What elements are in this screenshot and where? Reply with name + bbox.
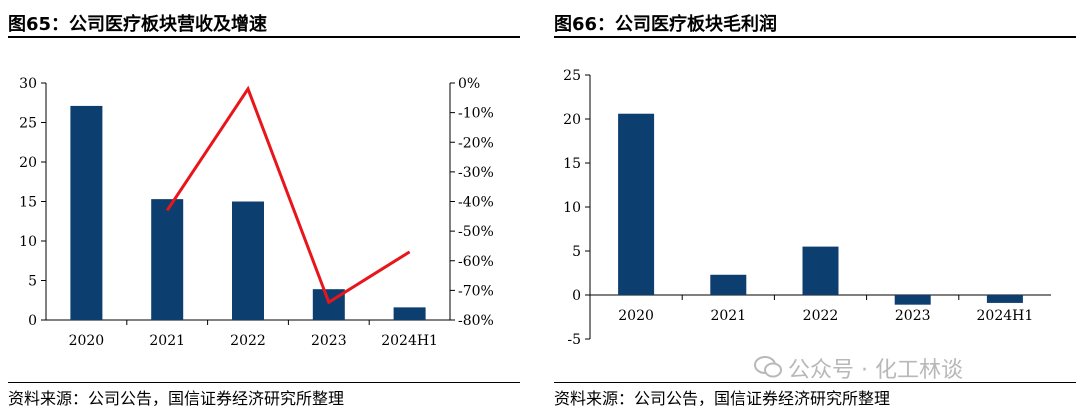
revenue-growth-chart: 0 5 10 15 20 25 30 -80% -70% -60% -50% -40% -30% -20%… (19, 76, 494, 349)
y2-tick-label: 0% (458, 76, 480, 92)
y-tick-label: 25 (19, 116, 37, 132)
bar (894, 295, 931, 305)
y-tick-label: 15 (563, 156, 581, 172)
bar (710, 274, 747, 295)
bar (70, 105, 103, 320)
y2-tick-label: -10% (458, 106, 494, 122)
bar (393, 307, 426, 320)
source-note: 资料来源：公司公告，国信证券经济研究所整理 (554, 389, 891, 408)
y2-tick-label: -40% (458, 195, 494, 211)
y2-tick-label: -70% (458, 283, 494, 299)
x-tick-label: 2020 (618, 308, 654, 324)
x-tick-label: 2022 (803, 308, 839, 324)
figure-66: 图66：公司医疗板块毛利润 -5 0 5 10 15 20 25 2020 2021 2022 20… (546, 0, 1080, 417)
y-tick-label: -5 (567, 332, 581, 348)
gross-profit-chart: -5 0 5 10 15 20 25 2020 2021 2022 2023 2024H1 (563, 68, 1051, 348)
y-tick-label: 10 (19, 234, 37, 250)
y-tick-label: 20 (563, 112, 581, 128)
watermark: 公众号 · 化工林谈 (788, 358, 963, 383)
y-tick-label: 30 (19, 76, 37, 92)
y-tick-label: 10 (563, 200, 581, 216)
x-tick-label: 2024H1 (381, 333, 438, 349)
wechat-icon (754, 356, 782, 378)
growth-line (165, 85, 411, 305)
x-tick-label: 2023 (895, 308, 931, 324)
y-tick-label: 0 (572, 288, 581, 304)
y2-tick-label: -60% (458, 254, 494, 270)
title-rule (554, 36, 1076, 38)
figure-title: 图65：公司医疗板块营收及增速 (8, 14, 268, 35)
x-tick-label: 2023 (311, 333, 347, 349)
y2-tick-label: -50% (458, 224, 494, 240)
y-tick-label: 0 (28, 313, 37, 329)
y-tick-label: 20 (19, 155, 37, 171)
y-tick-label: 5 (572, 244, 581, 260)
bar (232, 201, 264, 320)
source-rule (554, 382, 1076, 383)
y2-tick-label: -30% (458, 165, 494, 181)
y2-tick-label: -20% (458, 135, 494, 151)
x-tick-label: 2020 (69, 333, 105, 349)
title-rule (8, 36, 520, 38)
y2-tick-label: -80% (458, 313, 494, 329)
bar (986, 295, 1023, 303)
x-tick-label: 2024H1 (977, 308, 1034, 324)
bar (151, 199, 184, 320)
figure-65: 图65：公司医疗板块营收及增速 0 5 10 15 20 25 30 -80% -70% -60%… (0, 0, 520, 417)
figure-title: 图66：公司医疗板块毛利润 (554, 14, 778, 35)
source-note: 资料来源：公司公告，国信证券经济研究所整理 (8, 389, 345, 408)
y-tick-label: 15 (19, 195, 37, 211)
x-tick-label: 2022 (230, 333, 266, 349)
bar (802, 246, 839, 295)
bar (618, 113, 655, 295)
x-tick-label: 2021 (149, 333, 185, 349)
y-tick-label: 5 (28, 274, 37, 290)
y-tick-label: 25 (563, 68, 581, 84)
source-rule (8, 382, 520, 383)
x-tick-label: 2021 (710, 308, 746, 324)
